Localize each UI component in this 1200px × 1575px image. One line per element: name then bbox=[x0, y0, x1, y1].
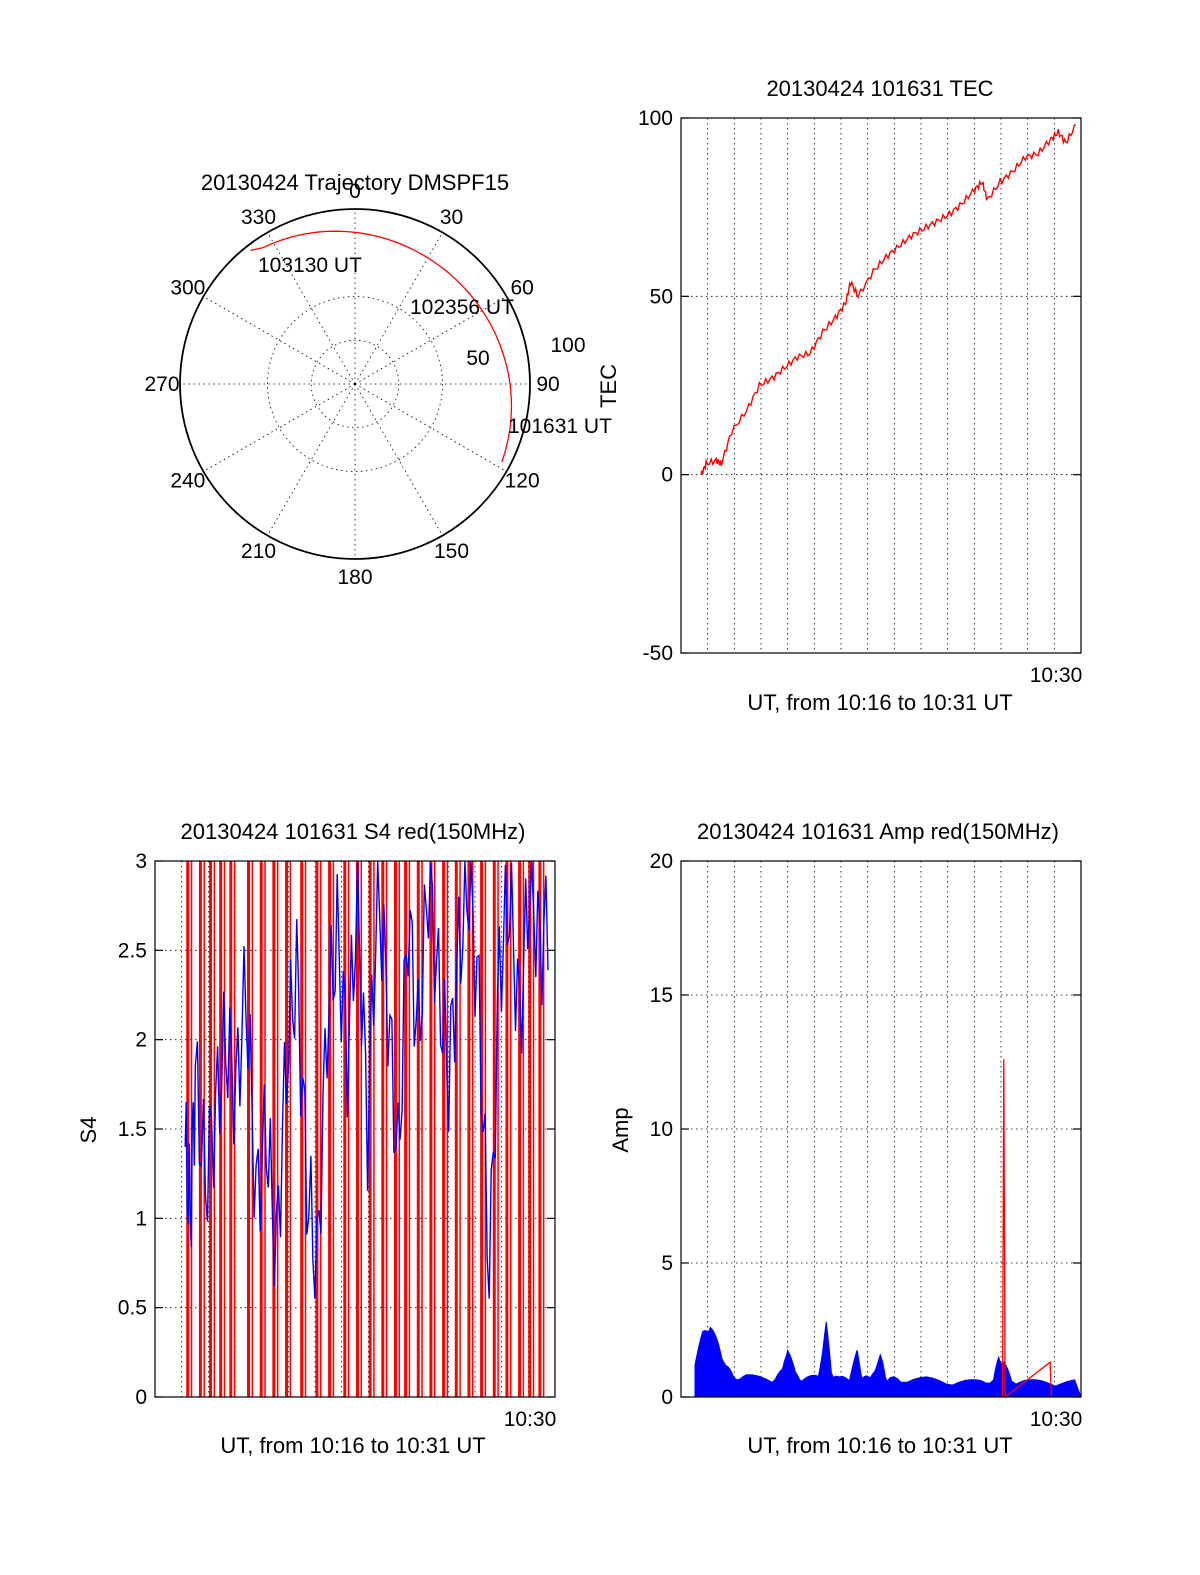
amp-y-ticks: 20 15 10 5 0 bbox=[650, 850, 1081, 1409]
tec-y-label: TEC bbox=[596, 364, 621, 408]
annotation-101631: 101631 UT bbox=[508, 415, 612, 438]
polar-spoke-120 bbox=[354, 383, 507, 472]
y-tick-label-4: 1 bbox=[135, 1207, 147, 1230]
tec-x-label: UT, from 10:16 to 10:31 UT bbox=[747, 690, 1012, 715]
y-tick-label-1: 15 bbox=[650, 984, 673, 1007]
y-tick-label-3: 5 bbox=[661, 1252, 673, 1275]
y-tick-label-3: -50 bbox=[643, 642, 673, 665]
trajectory-track bbox=[250, 230, 513, 463]
polar-ring-25 bbox=[310, 339, 400, 429]
azimuth-label-210: 210 bbox=[241, 540, 276, 563]
s4-blue-series bbox=[184, 860, 549, 1299]
y-tick-label-5: 0.5 bbox=[118, 1297, 147, 1320]
radial-label-50: 50 bbox=[466, 347, 489, 370]
azimuth-label-180: 180 bbox=[337, 566, 372, 589]
y-tick-label-2: 0 bbox=[661, 464, 673, 487]
amp-blue-series bbox=[694, 1321, 1082, 1398]
azimuth-label-240: 240 bbox=[170, 470, 205, 493]
y-tick-label-2: 2 bbox=[135, 1029, 147, 1052]
polar-spoke-210 bbox=[267, 383, 356, 536]
azimuth-labels: 0 30 60 90 120 150 180 210 240 270 300 330 bbox=[144, 180, 559, 589]
tec-panel: 20130424 101631 TEC 100 50 0 -50 10:30 UT, … bbox=[596, 76, 1082, 715]
amp-x-label: UT, from 10:16 to 10:31 UT bbox=[747, 1433, 1012, 1458]
y-tick-label-0: 3 bbox=[135, 850, 147, 873]
polar-spoke-240 bbox=[203, 383, 356, 472]
annotation-102356: 102356 UT bbox=[410, 296, 514, 319]
y-tick-label-0: 20 bbox=[650, 850, 673, 873]
polar-outer-ring bbox=[179, 208, 531, 560]
tec-title: 20130424 101631 TEC bbox=[766, 76, 993, 101]
azimuth-label-120: 120 bbox=[505, 470, 540, 493]
azimuth-label-300: 300 bbox=[170, 277, 205, 300]
tec-plot-frame bbox=[680, 117, 1082, 654]
polar-spoke-150 bbox=[354, 383, 443, 536]
s4-panel: 20130424 101631 S4 red(150MHz) 3 2.5 2 1.5 1… bbox=[76, 819, 556, 1458]
polar-spoke-330 bbox=[267, 232, 356, 385]
azimuth-label-330: 330 bbox=[241, 206, 276, 229]
azimuth-label-30: 30 bbox=[440, 206, 463, 229]
tec-line bbox=[700, 124, 1076, 475]
y-tick-label-1: 50 bbox=[650, 285, 673, 308]
y-tick-label-4: 0 bbox=[661, 1386, 673, 1409]
y-tick-label-2: 10 bbox=[650, 1118, 673, 1141]
trajectory-panel: 20130424 Trajectory DMSPF15 0 30 60 90 120 15… bbox=[144, 170, 612, 589]
polar-spoke-300 bbox=[203, 296, 356, 385]
tec-x-tick: 10:30 bbox=[1030, 664, 1083, 687]
annotation-103130: 103130 UT bbox=[258, 254, 362, 277]
y-tick-label-1: 2.5 bbox=[118, 939, 147, 962]
amp-red-series bbox=[1001, 1059, 1053, 1399]
tec-grid bbox=[681, 118, 1081, 653]
amp-grid bbox=[681, 861, 1081, 1397]
y-tick-label-0: 100 bbox=[638, 107, 673, 130]
azimuth-label-270: 270 bbox=[144, 373, 179, 396]
azimuth-label-90: 90 bbox=[536, 373, 559, 396]
y-tick-label-3: 1.5 bbox=[118, 1118, 147, 1141]
amp-y-label: Amp bbox=[608, 1107, 633, 1152]
s4-x-tick: 10:30 bbox=[504, 1408, 557, 1431]
amp-panel: 20130424 101631 Amp red(150MHz) 20 15 10 5 0… bbox=[608, 819, 1082, 1458]
s4-x-label: UT, from 10:16 to 10:31 UT bbox=[220, 1433, 485, 1458]
azimuth-label-150: 150 bbox=[434, 540, 469, 563]
amp-x-tick: 10:30 bbox=[1030, 1408, 1083, 1431]
s4-y-ticks: 3 2.5 2 1.5 1 0.5 0 bbox=[118, 850, 555, 1409]
radial-label-100: 100 bbox=[550, 334, 585, 357]
polar-ring-50 bbox=[267, 296, 443, 472]
s4-y-label: S4 bbox=[76, 1117, 101, 1144]
s4-title: 20130424 101631 S4 red(150MHz) bbox=[181, 819, 526, 844]
azimuth-label-60: 60 bbox=[510, 277, 533, 300]
polar-spoke-60 bbox=[354, 296, 507, 385]
trajectory-title: 20130424 Trajectory DMSPF15 bbox=[201, 170, 509, 195]
tec-y-ticks: 100 50 0 -50 bbox=[638, 107, 1081, 665]
y-tick-label-6: 0 bbox=[135, 1386, 147, 1409]
azimuth-label-0: 0 bbox=[349, 180, 361, 203]
amp-title: 20130424 101631 Amp red(150MHz) bbox=[697, 819, 1059, 844]
